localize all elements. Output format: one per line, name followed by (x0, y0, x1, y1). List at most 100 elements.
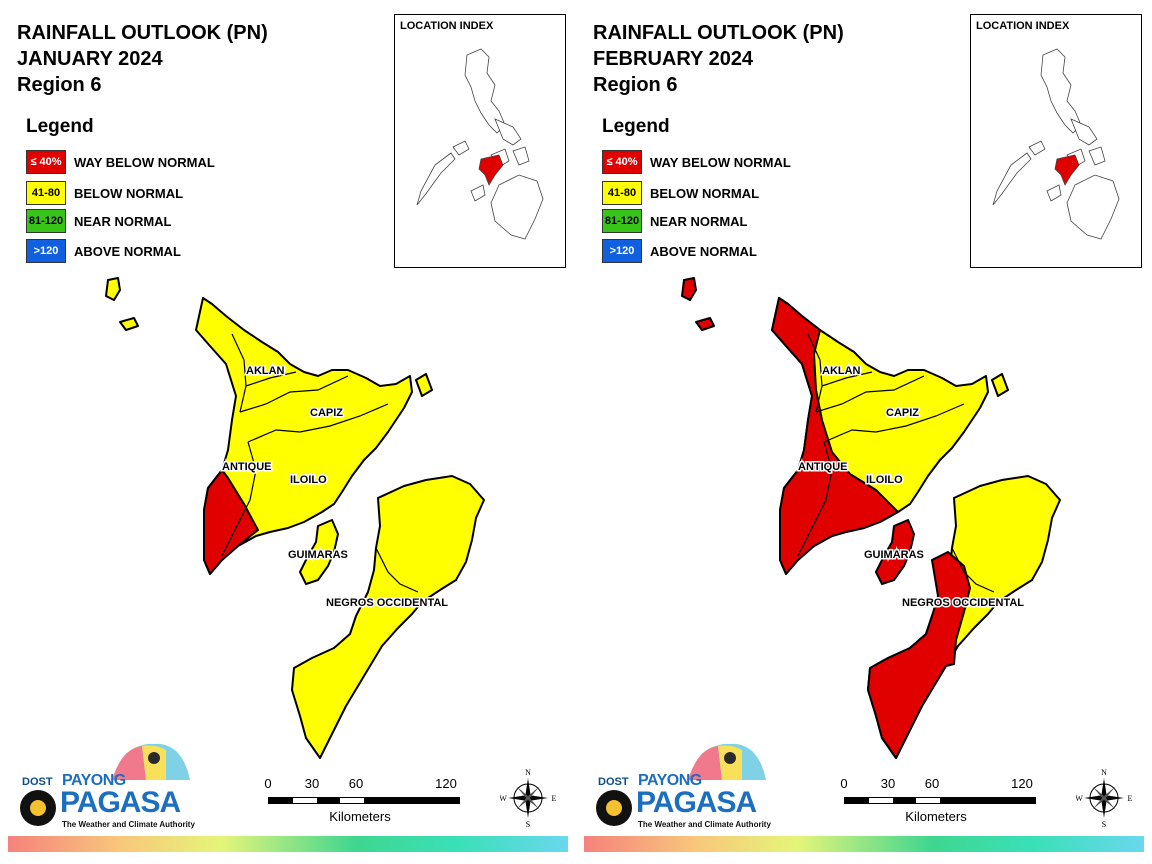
scale-unit: Kilometers (905, 809, 967, 824)
footer-gradient-bar (8, 836, 568, 852)
index-title: LOCATION INDEX (976, 20, 1070, 32)
scale-graphic (844, 797, 1036, 804)
footer-gradient-bar (584, 836, 1144, 852)
legend-swatch: >120 (26, 239, 66, 263)
umbrella-icon (688, 743, 766, 780)
guimaras-island (299, 519, 339, 585)
compass-n: N (525, 768, 531, 777)
scale-bar: 0 30 60 120 Kilometers (836, 776, 1046, 826)
scale-bar: 0 30 60 120 Kilometers (260, 776, 470, 826)
legend-swatch: 41-80 (602, 181, 642, 205)
legend-label: WAY BELOW NORMAL (74, 154, 215, 170)
province-labels: AKLAN CAPIZ ANTIQUE ILOILO GUIMARAS NEGR… (221, 364, 450, 611)
logo-pagasa: PAGASA (60, 786, 181, 819)
legend-title: Legend (602, 116, 670, 137)
scale-tick: 60 (924, 776, 940, 791)
legend-swatch: ≤ 40% (26, 150, 66, 174)
payong-pagasa-logo: DOST PAYONG PAGASA The Weather and Clima… (16, 740, 196, 832)
scale-tick: 30 (880, 776, 896, 791)
region-6-map: AKLAN CAPIZ ANTIQUE ILOILO GUIMARAS NEGR… (681, 277, 1061, 759)
label-antique: ANTIQUE (222, 461, 272, 473)
scale-tick: 30 (304, 776, 320, 791)
small-island (415, 373, 433, 397)
compass-rose: N S E W (499, 768, 556, 829)
small-island (119, 317, 139, 331)
region-6-map: AKLAN CAPIZ ANTIQUE ILOILO GUIMARAS NEGR… (105, 277, 485, 759)
legend-label: ABOVE NORMAL (650, 243, 757, 259)
philippines-outline-map (416, 48, 544, 240)
index-title: LOCATION INDEX (400, 20, 494, 32)
logo-dost: DOST (22, 776, 53, 788)
legend-item-near: 81-120 NEAR NORMAL (26, 209, 172, 233)
scale-tick: 60 (348, 776, 364, 791)
logo-payong: PAYONG (638, 772, 702, 789)
logo-pagasa: PAGASA (636, 786, 757, 819)
title-line-1: RAINFALL OUTLOOK (PN) (17, 22, 268, 44)
small-island (991, 373, 1009, 397)
negros-island (291, 475, 485, 759)
panel-title: RAINFALL OUTLOOK (PN) FEBRUARY 2024 Regi… (593, 20, 844, 98)
legend-item-near: 81-120 NEAR NORMAL (602, 209, 748, 233)
payong-pagasa-logo: DOST PAYONG PAGASA The Weather and Clima… (592, 740, 772, 832)
logo-payong: PAYONG (62, 772, 126, 789)
title-region: Region 6 (17, 74, 102, 96)
antique-way-below-zone (203, 469, 259, 575)
legend-label: BELOW NORMAL (650, 185, 760, 201)
region-6-highlight (478, 154, 504, 186)
label-negros-occidental: NEGROS OCCIDENTAL (902, 597, 1024, 609)
legend-item-above: >120 ABOVE NORMAL (602, 239, 757, 263)
province-labels: AKLAN CAPIZ ANTIQUE ILOILO GUIMARAS NEGR… (797, 364, 1026, 611)
legend-label: BELOW NORMAL (74, 185, 184, 201)
label-negros-occidental: NEGROS OCCIDENTAL (326, 597, 448, 609)
legend-label: NEAR NORMAL (650, 213, 748, 229)
location-index-map: LOCATION INDEX (394, 14, 566, 268)
umbrella-icon (112, 743, 190, 780)
legend-item-way-below: ≤ 40% WAY BELOW NORMAL (602, 150, 791, 174)
legend-swatch: 81-120 (26, 209, 66, 233)
scale-tick: 120 (1011, 776, 1033, 791)
legend-item-below: 41-80 BELOW NORMAL (602, 181, 759, 205)
legend-item-way-below: ≤ 40% WAY BELOW NORMAL (26, 150, 215, 174)
legend-label: ABOVE NORMAL (74, 243, 181, 259)
label-antique: ANTIQUE (798, 461, 848, 473)
compass-rose: N S E W (1075, 768, 1132, 829)
philippines-outline-map (992, 48, 1120, 240)
logo-tagline: The Weather and Climate Authority (638, 820, 771, 829)
legend-label: NEAR NORMAL (74, 213, 172, 229)
title-month: FEBRUARY 2024 (593, 48, 754, 70)
legend-title: Legend (26, 116, 94, 137)
title-month: JANUARY 2024 (17, 48, 163, 70)
label-guimaras: GUIMARAS (864, 549, 924, 561)
label-iloilo: ILOILO (290, 474, 327, 486)
panay-way-below-zone (771, 297, 899, 575)
legend-swatch: >120 (602, 239, 642, 263)
compass-w: W (500, 794, 507, 803)
scale-tick: 120 (435, 776, 457, 791)
panel-title: RAINFALL OUTLOOK (PN) JANUARY 2024 Regio… (17, 20, 268, 98)
legend-label: WAY BELOW NORMAL (650, 154, 791, 170)
legend-swatch: 81-120 (602, 209, 642, 233)
location-index-map: LOCATION INDEX (970, 14, 1142, 268)
compass-w: W (1076, 794, 1083, 803)
compass-icon: N S E W (1075, 768, 1132, 829)
compass-icon: N S E W (499, 768, 556, 829)
compass-s: S (1102, 820, 1106, 828)
label-capiz: CAPIZ (310, 407, 343, 419)
legend-item-below: 41-80 BELOW NORMAL (26, 181, 183, 205)
label-aklan: AKLAN (246, 365, 285, 377)
compass-e: E (552, 794, 556, 803)
scale-unit: Kilometers (329, 809, 391, 824)
logo-tagline: The Weather and Climate Authority (62, 820, 195, 829)
legend-swatch: 41-80 (26, 181, 66, 205)
compass-s: S (526, 820, 530, 828)
dost-seal-icon (20, 790, 56, 826)
compass-n: N (1101, 768, 1107, 777)
scale-tick: 0 (840, 776, 848, 791)
outlook-panel-january: RAINFALL OUTLOOK (PN) JANUARY 2024 Regio… (8, 14, 568, 852)
guimaras-island (875, 519, 915, 585)
scale-graphic (268, 797, 460, 804)
legend-swatch: ≤ 40% (602, 150, 642, 174)
small-island (681, 277, 697, 301)
title-line-1: RAINFALL OUTLOOK (PN) (593, 22, 844, 44)
label-guimaras: GUIMARAS (288, 549, 348, 561)
